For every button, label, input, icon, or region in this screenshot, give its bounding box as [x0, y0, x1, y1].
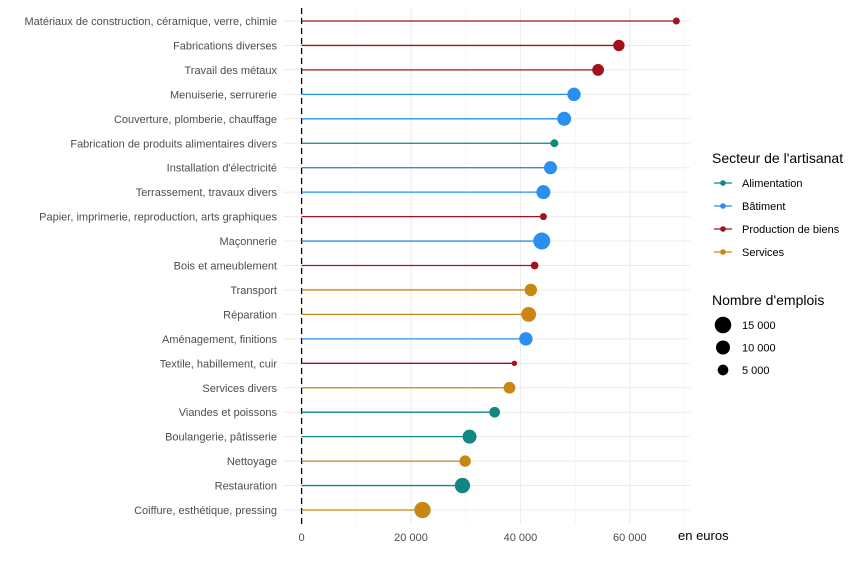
- x-tick-label: 60 000: [613, 532, 647, 544]
- legend-jobs-title: Nombre d'emplois: [712, 292, 824, 308]
- point: [503, 381, 516, 394]
- point: [454, 477, 471, 494]
- legend-size-dot: [714, 316, 732, 334]
- legend-label: Alimentation: [742, 178, 803, 190]
- category-label: Fabrications diverses: [173, 40, 277, 52]
- point: [459, 455, 471, 467]
- x-tick-labels: 0 20 000 40 000 60 000: [299, 532, 647, 544]
- point: [414, 501, 431, 519]
- legend-label: Bâtiment: [742, 201, 785, 213]
- legend-label: 15 000: [742, 320, 776, 332]
- dots: [414, 17, 680, 519]
- category-label: Viandes et poissons: [179, 407, 278, 419]
- legend-key-dot: [720, 180, 726, 186]
- legend-label: Production de biens: [742, 224, 840, 236]
- point: [613, 39, 625, 52]
- point: [511, 360, 518, 366]
- legend-key-dot: [720, 226, 726, 232]
- legend-sector-title: Secteur de l'artisanat: [712, 150, 843, 166]
- point: [543, 161, 558, 175]
- point: [539, 213, 547, 221]
- category-label: Terrassement, travaux divers: [136, 187, 278, 199]
- category-label: Couverture, plomberie, chauffage: [114, 114, 277, 126]
- category-label: Travail des métaux: [184, 65, 277, 77]
- legend-key-dot: [720, 203, 726, 209]
- legend-size-dot: [717, 364, 729, 376]
- category-label: Nettoyage: [227, 456, 277, 468]
- legend-label: 10 000: [742, 343, 776, 355]
- category-labels: Matériaux de construction, céramique, ve…: [25, 16, 278, 517]
- point: [567, 87, 581, 102]
- category-label: Papier, imprimerie, reproduction, arts g…: [39, 212, 277, 224]
- category-label: Coiffure, esthétique, pressing: [134, 505, 277, 517]
- point: [536, 185, 551, 200]
- point: [519, 332, 533, 346]
- stems: [301, 20, 677, 511]
- category-label: Maçonnerie: [220, 236, 277, 248]
- legend-label: 5 000: [742, 365, 770, 377]
- category-label: Fabrication de produits alimentaires div…: [70, 138, 277, 150]
- x-tick-label: 0: [299, 532, 305, 544]
- point: [489, 406, 501, 418]
- legend-jobs: Nombre d'emplois 15 000 10 000 5 000: [712, 292, 824, 377]
- category-label: Restauration: [215, 481, 277, 493]
- category-label: Réparation: [223, 309, 277, 321]
- point: [524, 283, 538, 297]
- category-label: Services divers: [202, 383, 277, 395]
- legend-key-dot: [720, 249, 726, 255]
- category-label: Textile, habillement, cuir: [160, 358, 278, 370]
- category-label: Boulangerie, pâtisserie: [165, 432, 277, 444]
- x-tick-label: 40 000: [504, 532, 538, 544]
- point: [550, 139, 559, 148]
- category-label: Bois et ameublement: [174, 261, 277, 273]
- legend-label: Services: [742, 247, 785, 259]
- legend-sector: Secteur de l'artisanat Alimentation Bâtim…: [712, 150, 843, 259]
- x-axis-unit-label: en euros: [678, 528, 729, 543]
- x-tick-label: 20 000: [394, 532, 428, 544]
- category-label: Matériaux de construction, céramique, ve…: [25, 16, 278, 28]
- point: [521, 306, 537, 322]
- point: [557, 111, 572, 126]
- category-label: Menuiserie, serrurerie: [170, 89, 277, 101]
- point: [672, 17, 680, 25]
- category-label: Aménagement, finitions: [162, 334, 277, 346]
- category-label: Installation d'électricité: [167, 163, 277, 175]
- point: [462, 429, 477, 444]
- category-label: Transport: [230, 285, 277, 297]
- legend-size-dot: [716, 340, 730, 355]
- point: [592, 64, 604, 76]
- point: [533, 232, 551, 250]
- point: [530, 261, 539, 270]
